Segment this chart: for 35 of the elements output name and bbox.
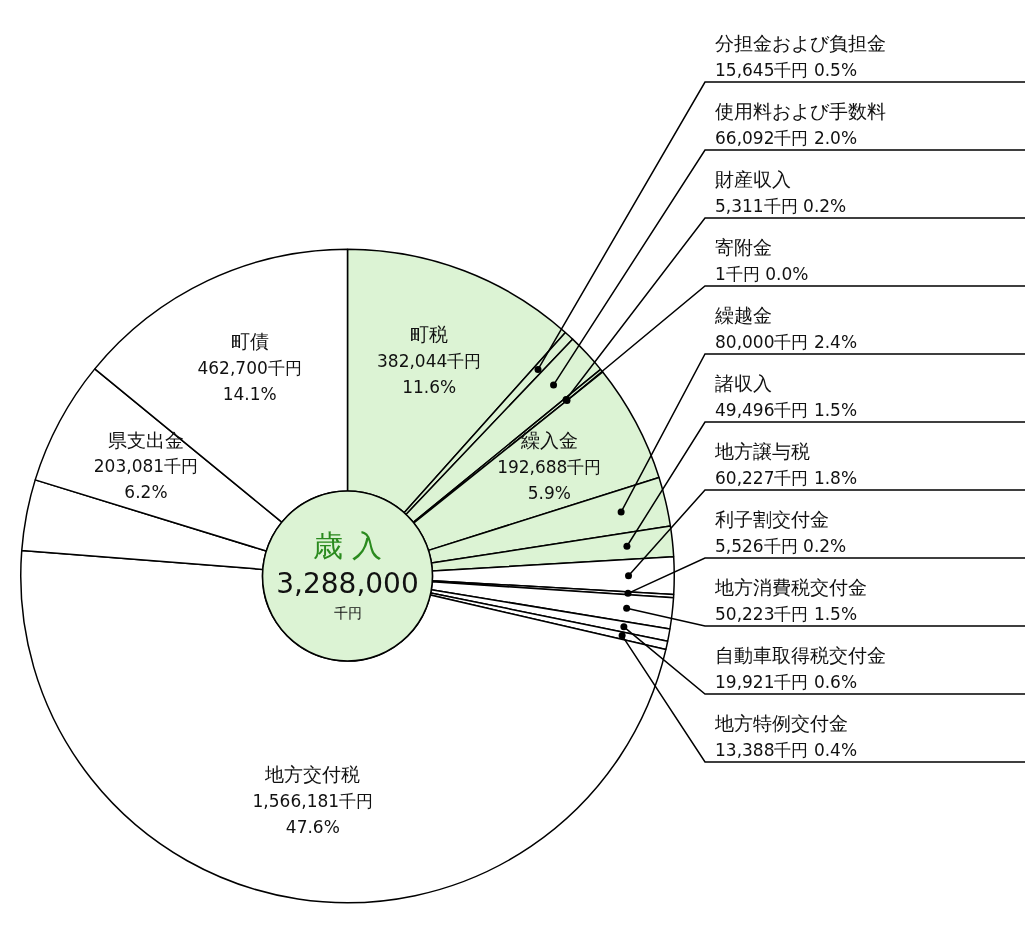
text: 歳 入 (312, 527, 383, 563)
data-label: 19,921千円 0.6% (715, 672, 858, 692)
slice-label: 繰越金 (714, 304, 772, 326)
slice-label: 自動車取得税交付金 (715, 644, 886, 666)
data-label: 13,388千円 0.4% (715, 740, 858, 760)
data-label: 49,496千円 1.5% (715, 400, 858, 420)
data-label: 60,227千円 1.8% (715, 468, 858, 488)
data-label: 462,700千円 14.1% (197, 357, 302, 404)
slice-label: 繰入金 (519, 429, 578, 452)
data-label: 50,223千円 1.5% (715, 604, 858, 624)
slice-label: 使用料および手数料 (715, 100, 886, 122)
slice-label: 利子割交付金 (715, 508, 829, 530)
slice-label: 町税 (410, 323, 449, 346)
data-label: 15,645千円 0.5% (715, 60, 858, 80)
data-label: 1千円 0.0% (715, 264, 809, 284)
slice-label: 諸収入 (715, 372, 772, 394)
slice-label: 地方消費税交付金 (714, 576, 867, 598)
text: 千円 (333, 604, 362, 621)
data-label: 66,092千円 2.0% (715, 128, 858, 148)
data-label: 80,000千円 2.4% (715, 332, 858, 352)
slice-label: 地方譲与税 (714, 440, 810, 462)
text: 3,288,000 (276, 567, 419, 601)
slice-label: 県支出金 (107, 428, 184, 451)
slice-label: 寄附金 (715, 236, 772, 258)
data-label: 192,688千円 5.9% (497, 456, 602, 503)
data-label: 1,566,181千円 47.6% (252, 790, 374, 837)
data-label: 5,526千円 0.2% (715, 536, 847, 556)
data-label: 5,311千円 0.2% (715, 196, 847, 216)
data-label: 382,044千円 11.6% (376, 350, 482, 397)
slice-label: 地方特例交付金 (714, 712, 848, 734)
data-label: 203,081千円 6.2% (93, 456, 199, 503)
slice-label: 町債 (230, 330, 269, 353)
slice-label: 地方交付税 (264, 763, 361, 786)
slice-label: 財産収入 (715, 168, 791, 190)
slice-label: 分担金および負担金 (715, 32, 886, 54)
